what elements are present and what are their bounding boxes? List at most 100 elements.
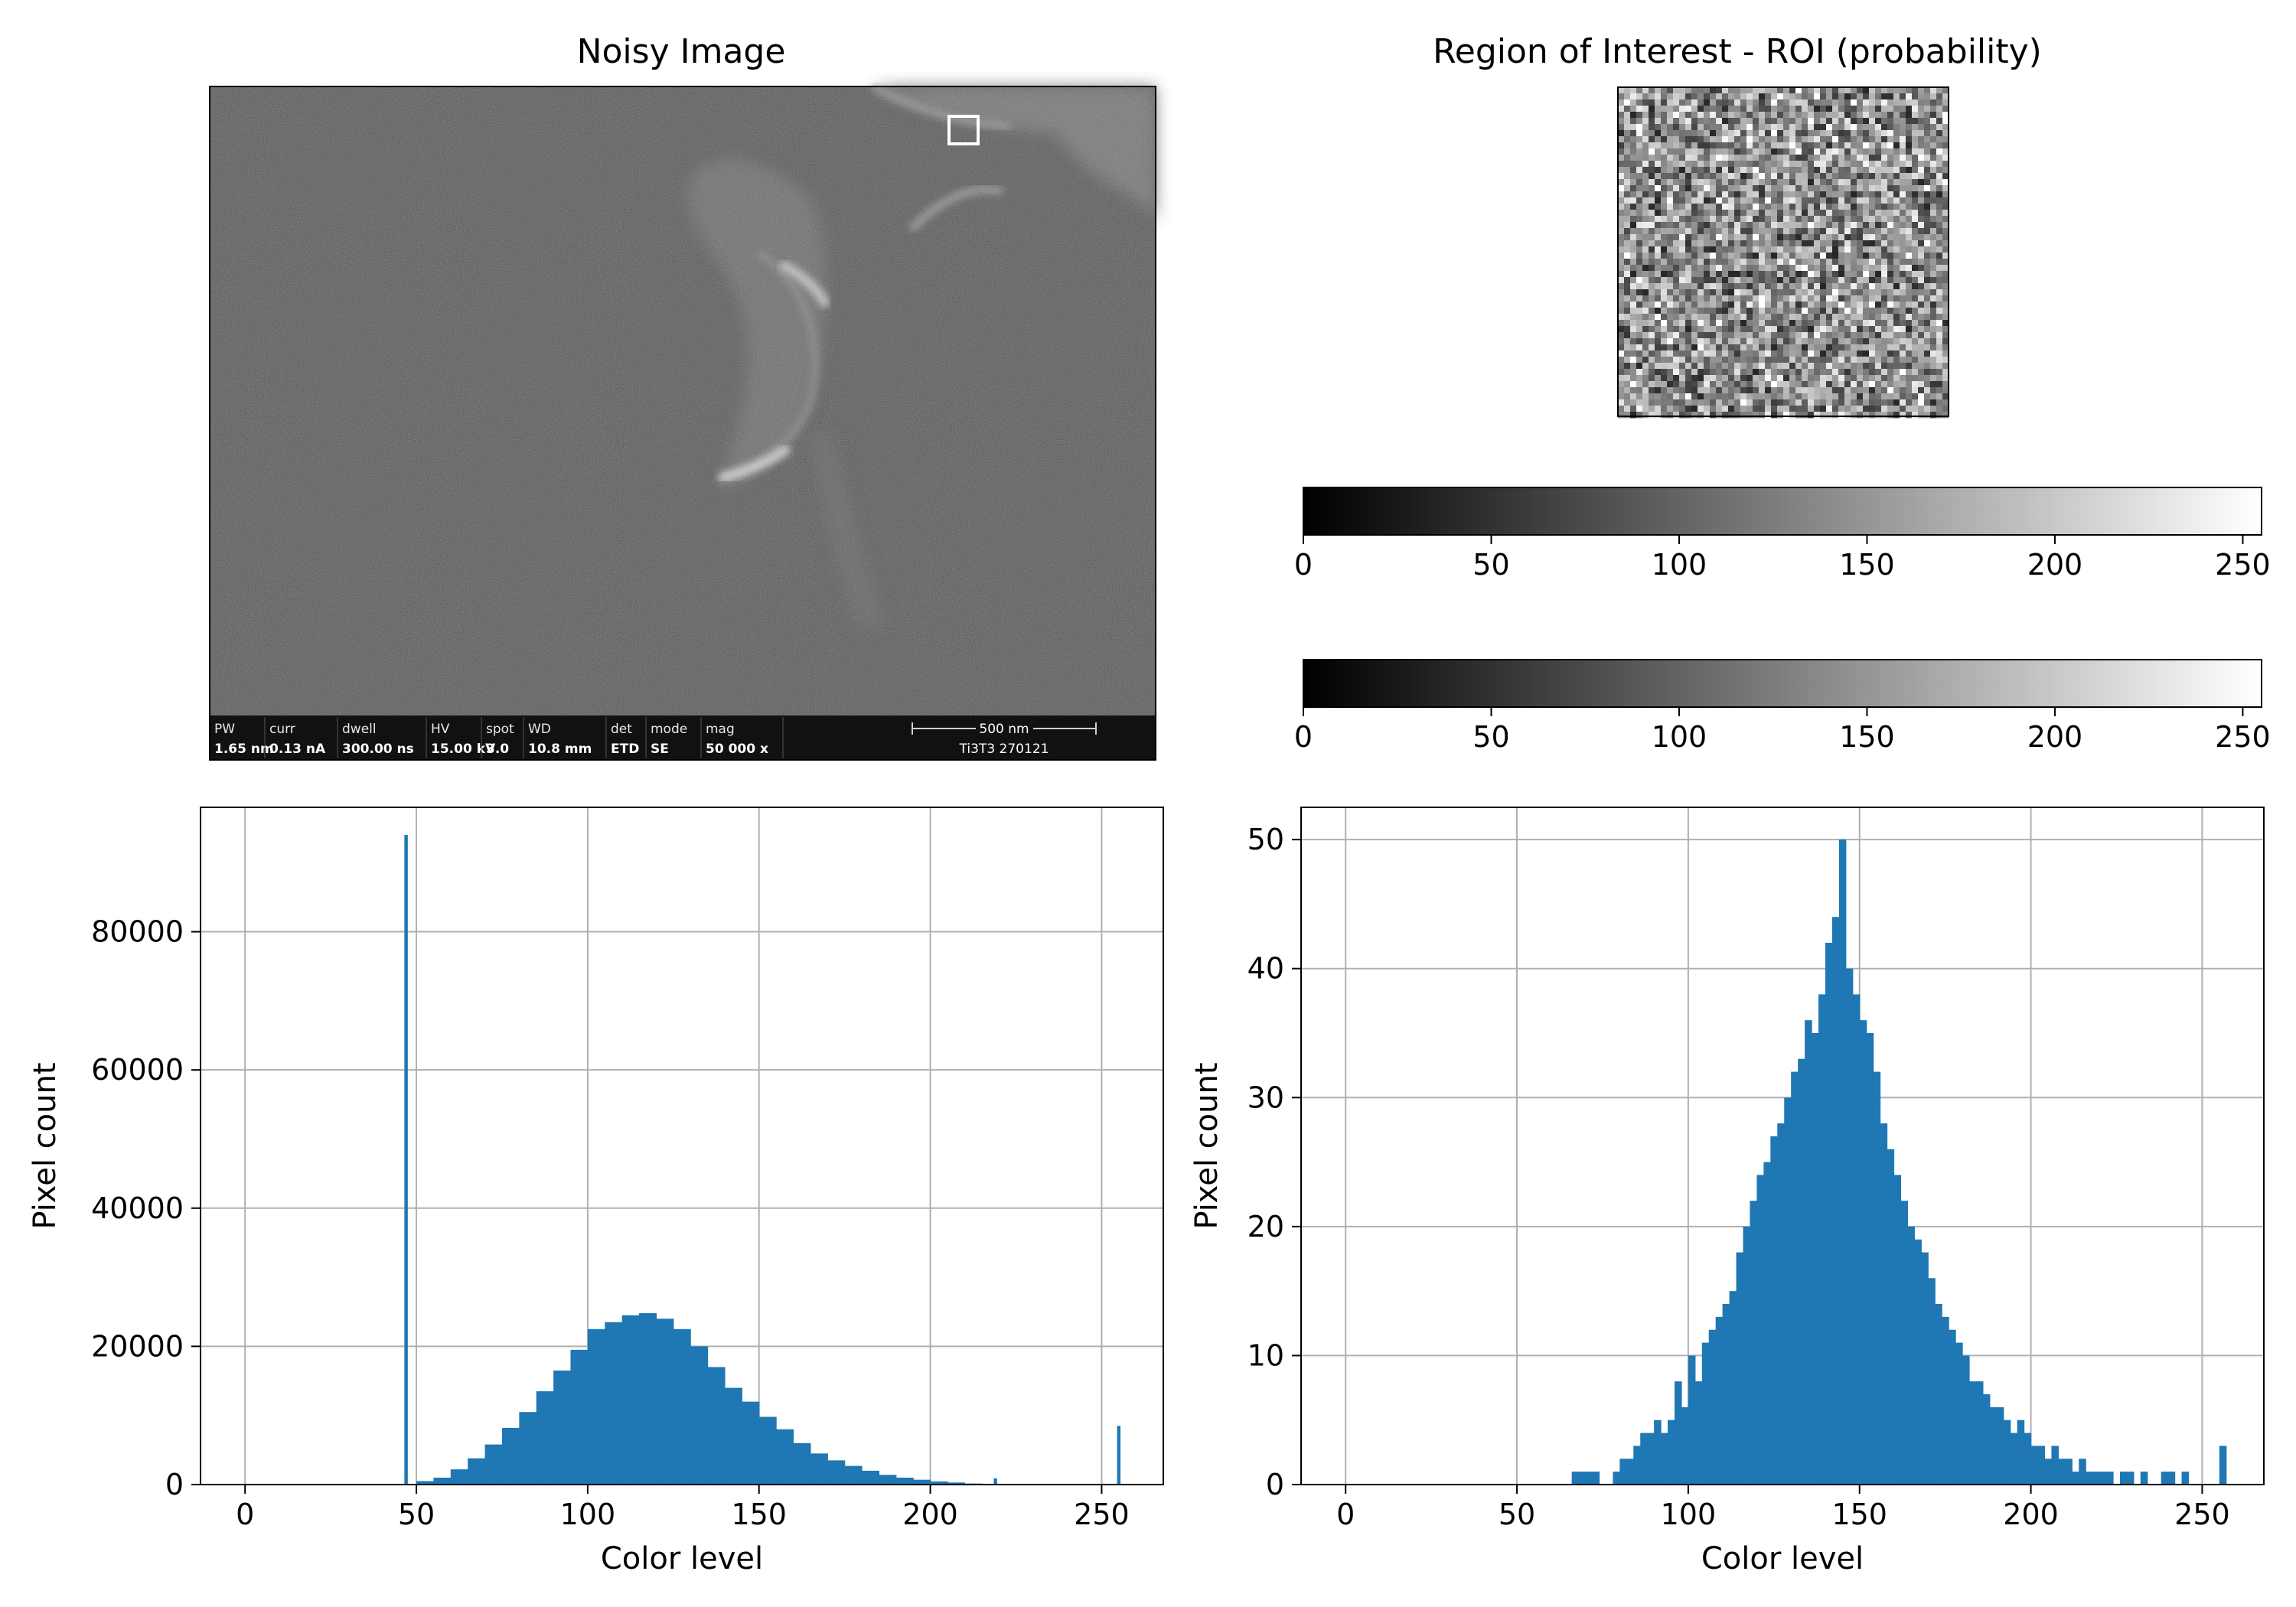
colorbar-bottom: 0 50 100 150 200 250: [1294, 659, 2271, 754]
histogram-bar: [1982, 1394, 1991, 1485]
x-tick-label: 0: [1336, 1498, 1355, 1531]
info-cell-value: SE: [651, 742, 669, 757]
colorbar-tick-label: 250: [2215, 548, 2271, 582]
y-tick-label: 20: [1247, 1210, 1284, 1244]
axes-frame: [1300, 807, 2265, 1485]
histogram-bar: [2119, 1472, 2128, 1485]
histogram-bar: [913, 1479, 931, 1485]
info-cell-value: 10.8 mm: [528, 742, 592, 757]
histogram-bar: [844, 1465, 863, 1485]
colorbar-tick-label: 250: [2215, 720, 2271, 754]
info-cell-value: 0.13 nA: [269, 742, 326, 757]
histogram-bar: [2065, 1459, 2073, 1485]
histogram-roi: 0 50 100 150 200 250 0 10 20 30 40 50 Color level Pix…: [1189, 807, 2265, 1576]
histogram-bar: [536, 1391, 554, 1485]
histogram-bar: [1968, 1381, 1977, 1485]
x-tick-label: 50: [398, 1498, 435, 1531]
histogram-bar: [1852, 994, 1861, 1485]
histogram-bar: [947, 1482, 965, 1485]
histogram-bars: [1571, 839, 2227, 1485]
histogram-bar: [2140, 1472, 2148, 1485]
histogram-bar: [2161, 1472, 2169, 1485]
histogram-bar: [1729, 1291, 1737, 1485]
y-tick-label: 80000: [91, 915, 184, 949]
x-axis-label: Color level: [1701, 1541, 1864, 1576]
histogram-bar: [1784, 1097, 1792, 1485]
histogram-bar: [1873, 1071, 1881, 1485]
histogram-bar: [1633, 1446, 1641, 1485]
info-cell-spot: spot 3.0: [486, 717, 524, 758]
histogram-bar: [1647, 1433, 1655, 1485]
histogram-spike: [993, 1478, 997, 1485]
histogram-bar: [2072, 1472, 2079, 1485]
info-cell-value: ETD: [611, 742, 639, 757]
histogram-bar: [1825, 943, 1833, 1485]
roi-image: [1618, 87, 1949, 419]
histogram-bar: [1750, 1201, 1758, 1485]
histogram-bar: [930, 1481, 948, 1485]
histogram-bar: [2167, 1472, 2176, 1485]
x-tick-label: 100: [1661, 1498, 1717, 1531]
histogram-bar: [1578, 1472, 1587, 1485]
info-cell-wd: WD 10.8 mm: [528, 717, 607, 758]
roi-image-frame: [1617, 86, 1949, 417]
histogram-bar: [1654, 1420, 1662, 1485]
histogram-bar: [2044, 1459, 2053, 1485]
axes-frame: [200, 807, 1164, 1485]
x-tick-label: 150: [731, 1498, 787, 1531]
histogram-bar: [1681, 1407, 1689, 1485]
colorbar-tick-label: 200: [2027, 548, 2083, 582]
histogram-spike: [404, 835, 408, 1485]
colorbar-tick-label: 0: [1294, 720, 1313, 754]
info-cell-label: mag: [706, 722, 735, 737]
x-tick-label: 0: [236, 1498, 254, 1531]
histogram-bar: [1715, 1316, 1724, 1485]
histogram-bar: [519, 1412, 537, 1485]
histogram-bar: [1736, 1252, 1744, 1485]
histogram-bar: [450, 1469, 468, 1485]
histogram-bar: [1674, 1381, 1682, 1485]
histogram-bar: [1818, 994, 1826, 1485]
histogram-bar: [605, 1322, 623, 1485]
histogram-bar: [1975, 1381, 1984, 1485]
y-tick-label: 0: [165, 1468, 184, 1501]
info-cell-label: WD: [528, 722, 551, 737]
info-cell-hv: HV 15.00 kV: [431, 717, 496, 758]
info-cell-value: 15.00 kV: [431, 742, 496, 757]
histogram-bar: [639, 1313, 657, 1485]
info-cell-pw: PW 1.65 nm: [214, 717, 274, 758]
histogram-bar: [1989, 1407, 1998, 1485]
histogram-bar: [484, 1444, 503, 1485]
y-tick-label: 50: [1247, 823, 1284, 856]
histogram-bar: [1805, 1020, 1812, 1485]
colorbar-tick-label: 150: [1839, 720, 1895, 754]
y-tick-label: 0: [1266, 1468, 1284, 1501]
histogram-bar: [2219, 1446, 2227, 1485]
histogram-bar: [2037, 1446, 2046, 1485]
roi-panel: Region of Interest - ROI (probability): [1433, 32, 2042, 419]
y-axis-label: Pixel count: [1189, 1062, 1225, 1229]
histogram-bar: [1812, 1033, 1819, 1485]
histogram-bar: [587, 1328, 605, 1485]
histogram-bar: [1893, 1175, 1902, 1485]
histogram-bar: [2051, 1446, 2059, 1485]
histogram-bar: [1722, 1304, 1730, 1485]
histogram-bar: [1756, 1175, 1764, 1485]
colorbar-tick-label: 150: [1839, 548, 1895, 582]
histogram-bar: [553, 1370, 572, 1485]
info-cell-label: mode: [651, 722, 687, 737]
histogram-bar: [690, 1346, 709, 1485]
info-cell-value: 1.65 nm: [214, 742, 274, 757]
histogram-bar: [570, 1349, 589, 1485]
histogram-bar: [1887, 1149, 1895, 1485]
histogram-bar: [1838, 839, 1847, 1485]
histogram-bar: [2092, 1472, 2100, 1485]
x-tick-label: 50: [1499, 1498, 1535, 1531]
sem-noise-overlay: [210, 86, 1156, 715]
histogram-bar: [1613, 1472, 1620, 1485]
info-cell-label: spot: [486, 722, 514, 737]
histogram-bar: [1694, 1381, 1703, 1485]
histogram-bar: [1777, 1123, 1785, 1485]
info-cell-curr: curr 0.13 nA: [269, 717, 338, 758]
